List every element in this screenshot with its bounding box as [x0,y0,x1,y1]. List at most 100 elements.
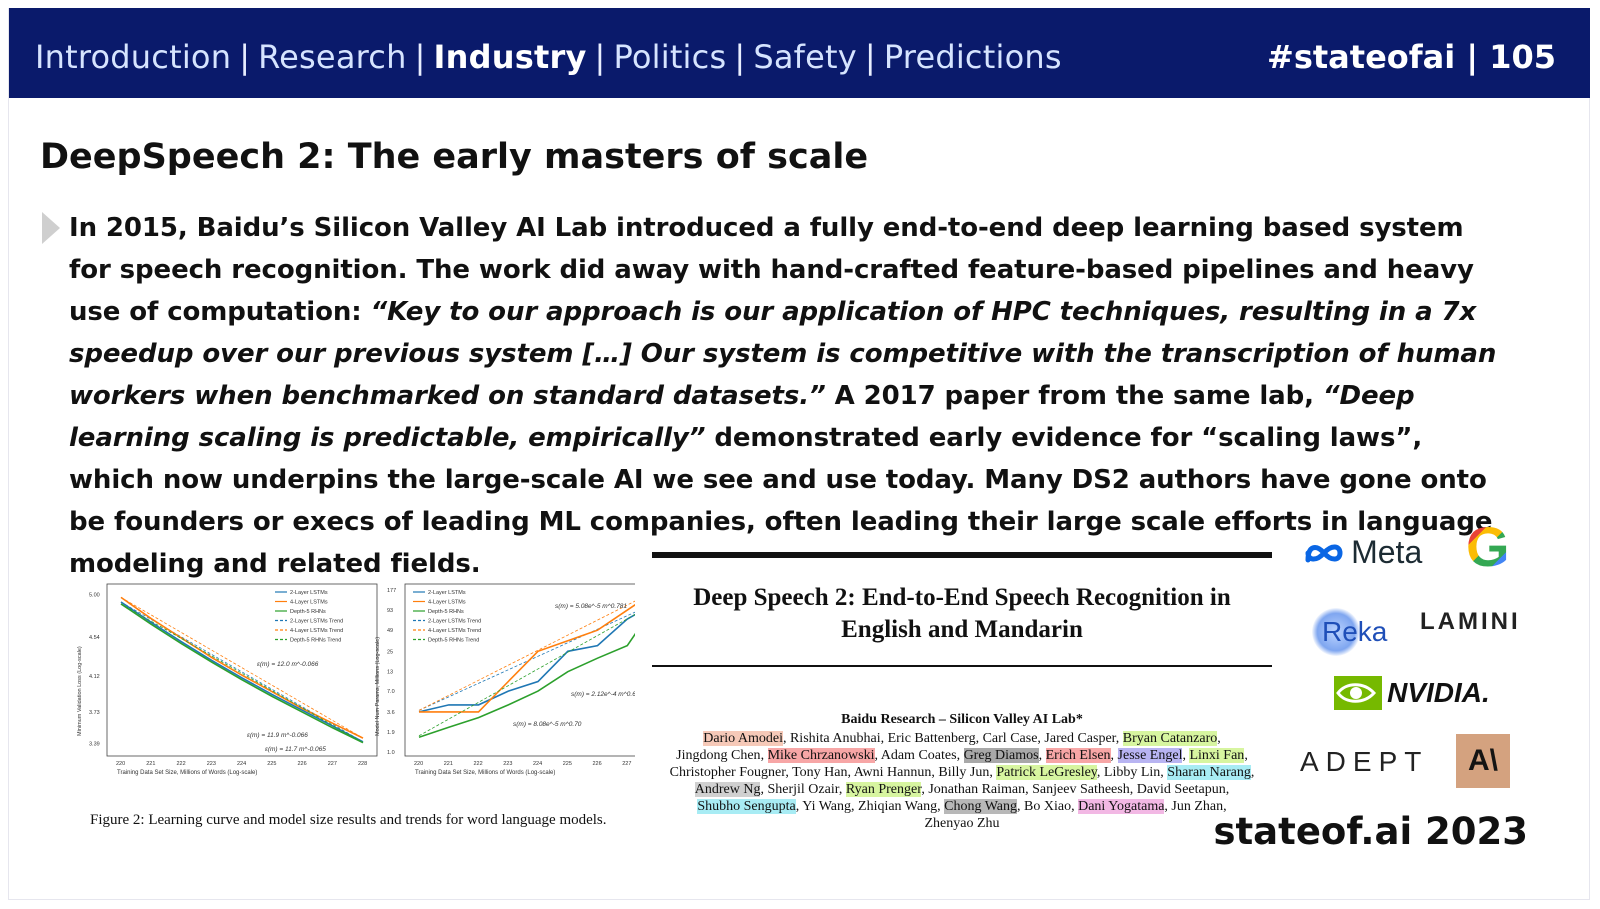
company-logos: Meta G Reka LAMINI NVIDIA. ADEPT A\ [1290,510,1590,810]
reka-logo: Reka [1310,608,1400,658]
y-tick-label: 49 [387,628,393,634]
author-name: Jared Casper [1044,731,1116,746]
nav-predictions[interactable]: Predictions [883,38,1062,76]
x-tick-label: 224 [533,761,542,767]
reka-wordmark: Reka [1322,616,1388,647]
author-name: Jun Zhan [1171,799,1224,814]
author-name: Erich Elsen [1045,748,1111,763]
author-name: Greg Diamos [963,748,1039,763]
author-name: Sherjil Ozair [767,782,839,797]
nav-separator: | [414,38,426,76]
x-tick-label: 222 [177,761,186,767]
author-name: Billy Jun [938,765,990,780]
chart-panel: 220221222223224225226227228177934925137.… [375,583,672,776]
x-tick-label: 227 [622,761,631,767]
legend-entry: 4-Layer LSTMs Trend [290,628,343,634]
legend-entry: 4-Layer LSTMs [290,600,328,606]
adept-logo: ADEPT [1300,746,1428,778]
nav-separator: | [864,38,876,76]
y-tick-label: 4.12 [89,674,100,680]
paper-title-line-1: Deep Speech 2: End-to-End Speech Recogni… [693,584,1231,611]
author-name: Awni Hannun [853,765,932,780]
x-tick-label: 225 [563,761,572,767]
author-name: Patrick LeGresley [996,765,1097,780]
x-tick-label: 220 [414,761,423,767]
x-tick-label: 223 [503,761,512,767]
author-name: Mike Chrzanowski [767,748,875,763]
fit-annotation: s(m) = 5.08e^-5 m^0.781 [555,603,627,610]
series-line [120,601,364,743]
author-name: Jonathan Raiman [928,782,1026,797]
y-tick-label: 3.39 [89,742,100,748]
nav-politics[interactable]: Politics [613,38,727,76]
author-name: Dario Amodei [703,731,783,746]
author-name: Christopher Fougner [669,765,786,780]
author-name: Rishita Anubhai [789,731,881,746]
x-tick-label: 221 [444,761,453,767]
author-name: Libby Lin [1103,765,1161,780]
author-name: Bo Xiao [1024,799,1072,814]
author-name: Tony Han [792,765,848,780]
fit-annotation: s(m) = 2.12e^-4 m^0.68 [571,691,635,698]
x-tick-label: 226 [298,761,307,767]
y-tick-label: 25 [387,649,393,655]
nav-separator: | [594,38,606,76]
legend-entry: 4-Layer LSTMs Trend [428,628,481,634]
series-line [418,601,658,713]
y-tick-label: 3.6 [387,710,395,716]
y-tick-label: 3.73 [89,710,100,716]
series-line [419,589,658,713]
y-tick-label: 5.00 [89,593,100,599]
paper-title: Deep Speech 2: End-to-End Speech Recogni… [652,582,1272,646]
fit-annotation: ε(m) = 11.9 m^-0.066 [247,732,308,739]
google-logo: G [1466,514,1510,579]
paper-authors: Dario Amodei, Rishita Anubhai, Eric Batt… [669,731,1255,831]
author-name: Eric Battenberg [887,731,976,746]
legend-entry: 2-Layer LSTMs [290,590,328,596]
nav-safety[interactable]: Safety [753,38,857,76]
legend-entry: Depth-5 RHNs Trend [428,638,479,644]
y-tick-label: 177 [387,588,396,594]
body-quote: “Key to our approach is our application … [69,297,1497,411]
legend-entry: 2-Layer LSTMs Trend [290,619,343,625]
body-quote: “Deep learning scaling is predictable, e… [69,381,1415,453]
fit-annotation: ε(m) = 11.7 m^-0.065 [265,746,326,753]
series-trend-line [418,601,658,711]
meta-infinity-icon [1305,544,1343,562]
y-tick-label: 13 [387,670,393,676]
author-name: Shubho Sengupta [697,799,796,814]
body-segment: A 2017 paper from the same lab, [825,381,1323,411]
author-name: Bryan Catanzaro [1122,731,1218,746]
legend-entry: 2-Layer LSTMs Trend [428,619,481,625]
author-name: Adam Coates [880,748,957,763]
author-name: Sanjeev Satheesh [1032,782,1130,797]
legend-entry: Depth-5 RHNs [290,609,326,615]
y-tick-label: 93 [387,608,393,614]
figure-charts: 220 221 222 223 224 225 226 227 228 5.00 4.54 4.12 3… [77,583,672,776]
meta-logo: Meta [1302,534,1422,578]
nvidia-logo: NVIDIA. [1334,676,1490,710]
chart-panel: 220 221 222 223 224 225 226 227 228 5.00 4.54 4.12 3… [77,583,378,776]
nav-separator: | [239,38,251,76]
nav-introduction[interactable]: Introduction [35,38,232,76]
series-trend-line [418,589,658,711]
series-trend-line [120,603,364,744]
author-name: Dani Yogatama [1078,799,1165,814]
y-tick-label: 1.9 [387,730,395,736]
anthropic-wordmark: A\ [1468,744,1498,777]
nav-research[interactable]: Research [258,38,407,76]
y-tick-label: 1.0 [387,750,395,756]
nvidia-eye-icon [1334,676,1382,710]
series-line [120,596,364,739]
figure-caption: Figure 2: Learning curve and model size … [90,812,607,828]
header-bar: Introduction | Research | Industry | Politics |… [9,8,1590,98]
paper-affiliation: Baidu Research – Silicon Valley AI Lab* [841,712,1083,727]
nav-separator: | [734,38,746,76]
author-name: Linxi Fan [1189,748,1245,763]
series-trend-line [120,597,364,739]
nav-industry[interactable]: Industry [433,38,587,76]
author-name: Andrew Ng [694,782,761,797]
lamini-logo: LAMINI [1420,608,1521,636]
body-segment: In 2015, Baidu’s Silicon Valley AI Lab i… [69,213,1474,327]
adept-wordmark: ADEPT [1300,746,1429,777]
